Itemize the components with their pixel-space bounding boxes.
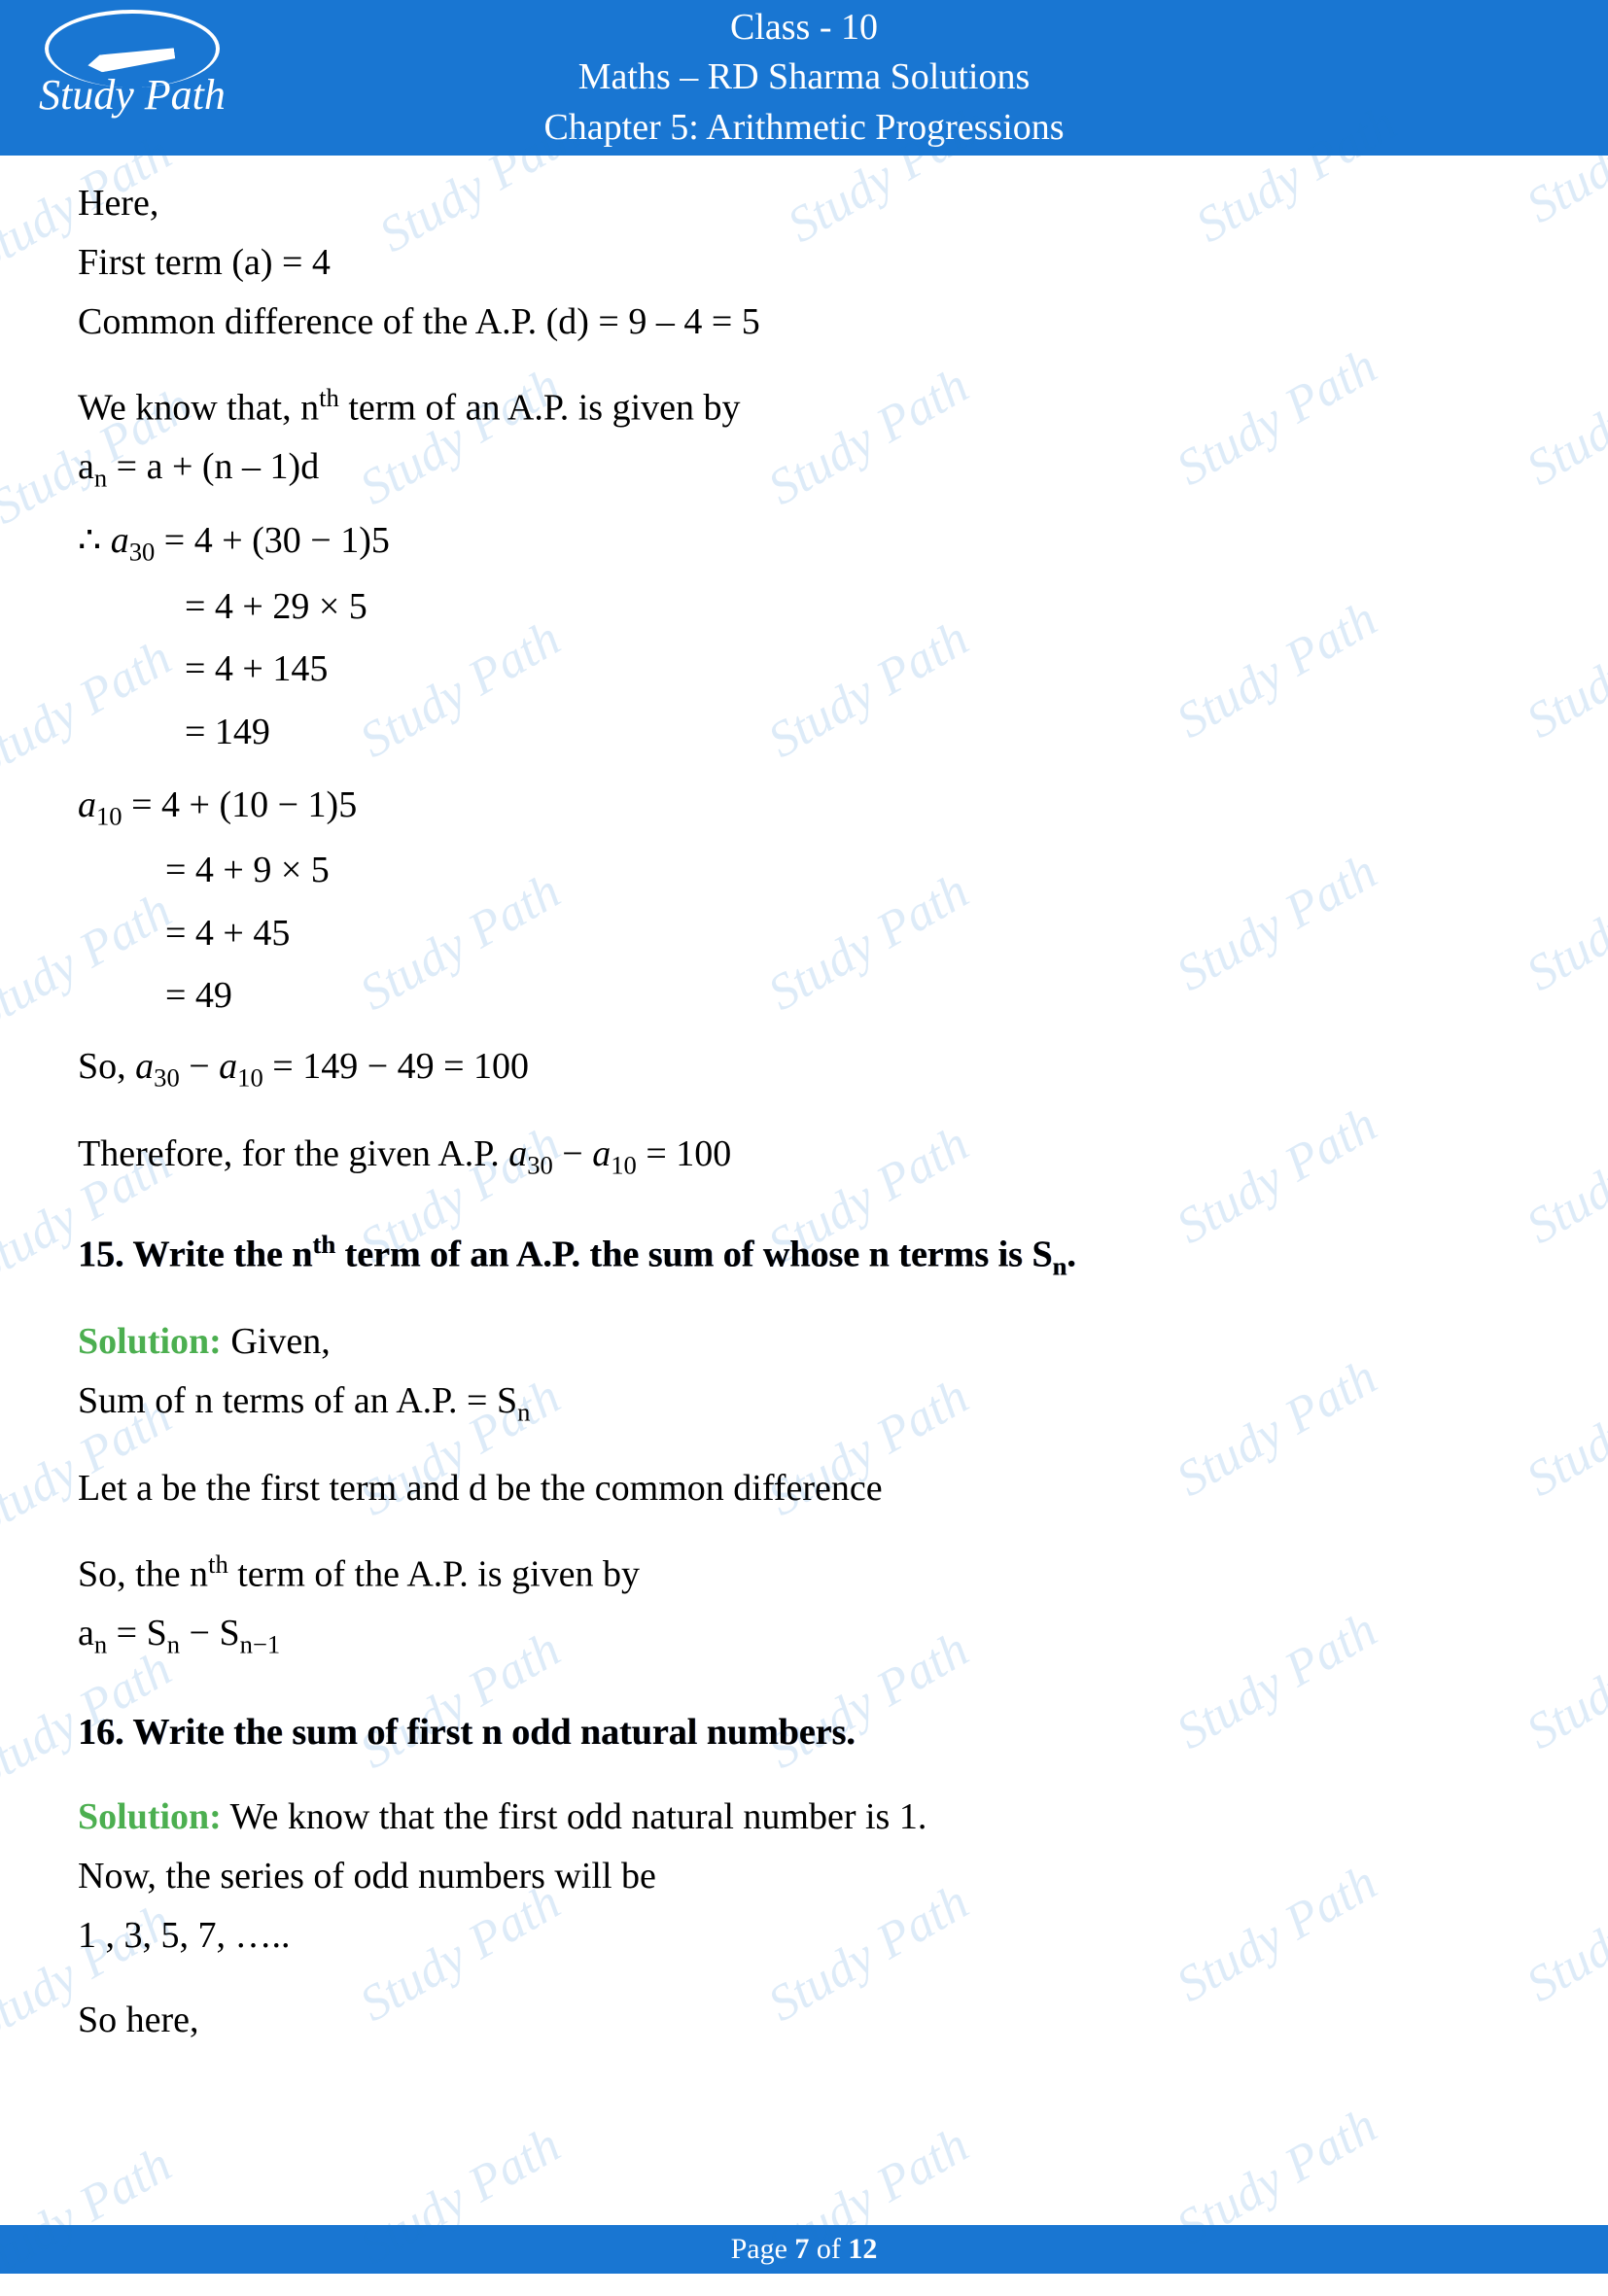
var: a bbox=[508, 1133, 527, 1174]
text: ∴ bbox=[78, 520, 111, 561]
page-content: Here, First term (a) = 4 Common differen… bbox=[0, 156, 1608, 2049]
text: a bbox=[78, 1613, 94, 1653]
superscript: th bbox=[312, 1230, 335, 1259]
subscript: n bbox=[94, 1630, 107, 1659]
page-total: 12 bbox=[848, 2233, 877, 2265]
logo: Study Path bbox=[39, 10, 226, 120]
subscript: n−1 bbox=[240, 1630, 281, 1659]
text: Given, bbox=[222, 1321, 331, 1362]
solution-line: Solution: We know that the first odd nat… bbox=[78, 1789, 1530, 1846]
text: We know that, n bbox=[78, 387, 319, 428]
text: − bbox=[180, 1046, 219, 1087]
subscript: 30 bbox=[527, 1151, 553, 1180]
header-titles: Class - 10 Maths – RD Sharma Solutions C… bbox=[0, 3, 1608, 153]
text: Sum of n terms of an A.P. = S bbox=[78, 1380, 517, 1421]
formula-line: an = a + (n – 1)d bbox=[78, 438, 1530, 499]
var: a bbox=[135, 1046, 154, 1087]
text-line: Sum of n terms of an A.P. = Sn bbox=[78, 1373, 1530, 1433]
question-15: 15. Write the nth term of an A.P. the su… bbox=[78, 1225, 1530, 1286]
page-footer: Page 7 of 12 bbox=[0, 2225, 1608, 2274]
text: So, bbox=[78, 1046, 135, 1087]
calc-block-a10: a10 = 4 + (10 − 1)5 = 4 + 9 × 5 = 4 + 45… bbox=[78, 775, 1530, 1027]
logo-pen-icon bbox=[87, 45, 176, 74]
subscript: 30 bbox=[129, 538, 156, 567]
text-line: So here, bbox=[78, 1992, 1530, 2049]
superscript: th bbox=[319, 383, 339, 412]
calc-line: = 49 bbox=[78, 965, 1530, 1026]
subscript: n bbox=[94, 464, 107, 493]
footer-pre: Page bbox=[731, 2233, 795, 2265]
text: − bbox=[553, 1133, 592, 1174]
text: term of an A.P. is given by bbox=[339, 387, 741, 428]
text: term of the A.P. is given by bbox=[228, 1553, 640, 1594]
text-line: Here, bbox=[78, 175, 1530, 232]
text: Therefore, for the given A.P. bbox=[78, 1133, 508, 1174]
text: = 149 − 49 = 100 bbox=[263, 1046, 529, 1087]
header-class: Class - 10 bbox=[0, 3, 1608, 52]
text: . bbox=[1066, 1234, 1076, 1274]
page-number: 7 bbox=[794, 2233, 809, 2265]
text: = 100 bbox=[637, 1133, 731, 1174]
text-line: First term (a) = 4 bbox=[78, 234, 1530, 292]
text-line: Now, the series of odd numbers will be bbox=[78, 1848, 1530, 1905]
text-line: So, the nth term of the A.P. is given by bbox=[78, 1545, 1530, 1604]
var: a bbox=[111, 520, 129, 561]
solution-line: Solution: Given, bbox=[78, 1313, 1530, 1371]
question-16: 16. Write the sum of first n odd natural… bbox=[78, 1704, 1530, 1761]
calc-line: = 4 + 45 bbox=[78, 903, 1530, 964]
subscript: n bbox=[517, 1398, 530, 1427]
text: = S bbox=[107, 1613, 167, 1653]
text: So, the n bbox=[78, 1553, 208, 1594]
text-line: Common difference of the A.P. (d) = 9 – … bbox=[78, 294, 1530, 351]
subscript: n bbox=[167, 1630, 180, 1659]
subscript: 30 bbox=[154, 1063, 180, 1093]
text: 15. Write the n bbox=[78, 1234, 312, 1274]
text: We know that the first odd natural numbe… bbox=[222, 1796, 927, 1837]
calc-block-a30: ∴ a30 = 4 + (30 − 1)5 = 4 + 29 × 5 = 4 +… bbox=[78, 510, 1530, 763]
conclusion-line: Therefore, for the given A.P. a30 − a10 … bbox=[78, 1126, 1530, 1186]
text-line: We know that, nth term of an A.P. is giv… bbox=[78, 378, 1530, 437]
result-line: So, a30 − a10 = 149 − 49 = 100 bbox=[78, 1038, 1530, 1098]
var: a bbox=[78, 784, 96, 825]
text: = 4 + (30 − 1)5 bbox=[155, 520, 390, 561]
calc-line: a10 = 4 + (10 − 1)5 bbox=[78, 775, 1530, 838]
page-header: Study Path Class - 10 Maths – RD Sharma … bbox=[0, 0, 1608, 156]
subscript: 10 bbox=[237, 1063, 263, 1093]
footer-mid: of bbox=[809, 2233, 848, 2265]
text-line: Let a be the first term and d be the com… bbox=[78, 1460, 1530, 1517]
header-subject: Maths – RD Sharma Solutions bbox=[0, 52, 1608, 102]
var: a bbox=[592, 1133, 611, 1174]
formula-line: an = Sn − Sn−1 bbox=[78, 1605, 1530, 1665]
calc-line: = 4 + 9 × 5 bbox=[78, 840, 1530, 901]
logo-oval-icon bbox=[45, 10, 220, 87]
var: a bbox=[219, 1046, 237, 1087]
subscript: 10 bbox=[96, 801, 122, 830]
solution-label: Solution: bbox=[78, 1796, 222, 1837]
calc-line: = 4 + 145 bbox=[78, 639, 1530, 700]
text: a bbox=[78, 446, 94, 487]
superscript: th bbox=[208, 1549, 228, 1579]
text: − S bbox=[180, 1613, 240, 1653]
text: term of an A.P. the sum of whose n terms… bbox=[335, 1234, 1052, 1274]
header-chapter: Chapter 5: Arithmetic Progressions bbox=[0, 103, 1608, 153]
subscript: 10 bbox=[611, 1151, 637, 1180]
calc-line: = 4 + 29 × 5 bbox=[78, 576, 1530, 638]
text: = a + (n – 1)d bbox=[107, 446, 319, 487]
text: = 4 + (10 − 1)5 bbox=[122, 784, 358, 825]
calc-line: = 149 bbox=[78, 702, 1530, 763]
text-line: 1 , 3, 5, 7, ….. bbox=[78, 1907, 1530, 1965]
calc-line: ∴ a30 = 4 + (30 − 1)5 bbox=[78, 510, 1530, 574]
subscript: n bbox=[1052, 1251, 1066, 1280]
solution-label: Solution: bbox=[78, 1321, 222, 1362]
